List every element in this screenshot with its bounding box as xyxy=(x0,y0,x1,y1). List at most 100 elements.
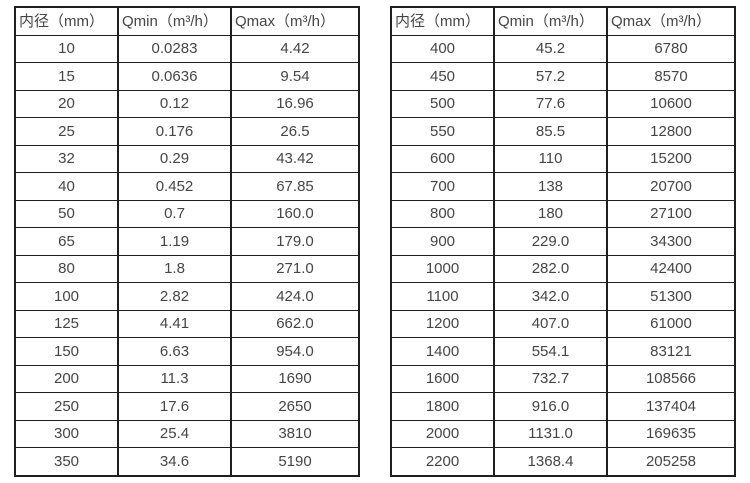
cell: 27100 xyxy=(606,199,736,228)
cell: 80 xyxy=(14,254,119,283)
table-body: 400 45.2 6780 450 57.2 8570 500 77.6 10600 550 85.… xyxy=(390,34,736,476)
header-row: 内径（mm） Qmin（m³/h） Qmax（m³/h） xyxy=(14,6,360,36)
cell: 26.5 xyxy=(230,117,360,146)
table-row: 600 110 15200 xyxy=(390,144,736,173)
cell: 4.41 xyxy=(117,309,232,338)
table-row: 800 180 27100 xyxy=(390,199,736,228)
table-row: 1800 916.0 137404 xyxy=(390,392,736,421)
column-header: Qmax（m³/h） xyxy=(606,6,736,36)
cell: 342.0 xyxy=(493,282,608,311)
table-row: 2200 1368.4 205258 xyxy=(390,447,736,476)
cell: 0.452 xyxy=(117,172,232,201)
cell: 67.85 xyxy=(230,172,360,201)
cell: 25 xyxy=(14,117,119,146)
column-header: Qmin（m³/h） xyxy=(493,6,608,36)
cell: 500 xyxy=(390,89,495,118)
cell: 108566 xyxy=(606,364,736,393)
cell: 11.3 xyxy=(117,364,232,393)
table-row: 40 0.452 67.85 xyxy=(14,172,360,201)
cell: 57.2 xyxy=(493,62,608,91)
cell: 1200 xyxy=(390,309,495,338)
table-body: 10 0.0283 4.42 15 0.0636 9.54 20 0.12 16.96 25 0.1… xyxy=(14,34,360,476)
cell: 34.6 xyxy=(117,447,232,476)
cell: 282.0 xyxy=(493,254,608,283)
table-row: 400 45.2 6780 xyxy=(390,34,736,63)
cell: 85.5 xyxy=(493,117,608,146)
cell: 1000 xyxy=(390,254,495,283)
cell: 5190 xyxy=(230,447,360,476)
cell: 65 xyxy=(14,227,119,256)
column-header: 内径（mm） xyxy=(14,6,119,36)
cell: 400 xyxy=(390,34,495,63)
cell: 6.63 xyxy=(117,337,232,366)
cell: 550 xyxy=(390,117,495,146)
cell: 43.42 xyxy=(230,144,360,173)
cell: 0.0636 xyxy=(117,62,232,91)
table-row: 65 1.19 179.0 xyxy=(14,227,360,256)
table-row: 50 0.7 160.0 xyxy=(14,199,360,228)
table-row: 1100 342.0 51300 xyxy=(390,282,736,311)
cell: 17.6 xyxy=(117,392,232,421)
cell: 16.96 xyxy=(230,89,360,118)
cell: 1600 xyxy=(390,364,495,393)
cell: 20700 xyxy=(606,172,736,201)
cell: 40 xyxy=(14,172,119,201)
cell: 1100 xyxy=(390,282,495,311)
cell: 450 xyxy=(390,62,495,91)
cell: 250 xyxy=(14,392,119,421)
cell: 6780 xyxy=(606,34,736,63)
table-row: 1400 554.1 83121 xyxy=(390,337,736,366)
cell: 0.176 xyxy=(117,117,232,146)
cell: 10 xyxy=(14,34,119,63)
cell: 271.0 xyxy=(230,254,360,283)
table-row: 25 0.176 26.5 xyxy=(14,117,360,146)
cell: 954.0 xyxy=(230,337,360,366)
cell: 1690 xyxy=(230,364,360,393)
cell: 662.0 xyxy=(230,309,360,338)
cell: 20 xyxy=(14,89,119,118)
cell: 4.42 xyxy=(230,34,360,63)
table-header: 内径（mm） Qmin（m³/h） Qmax（m³/h） xyxy=(390,6,736,36)
column-header: Qmin（m³/h） xyxy=(117,6,232,36)
cell: 8570 xyxy=(606,62,736,91)
cell: 169635 xyxy=(606,419,736,448)
cell: 0.0283 xyxy=(117,34,232,63)
cell: 0.7 xyxy=(117,199,232,228)
table-row: 1000 282.0 42400 xyxy=(390,254,736,283)
table-row: 550 85.5 12800 xyxy=(390,117,736,146)
cell: 200 xyxy=(14,364,119,393)
cell: 1.19 xyxy=(117,227,232,256)
cell: 229.0 xyxy=(493,227,608,256)
cell: 407.0 xyxy=(493,309,608,338)
cell: 2200 xyxy=(390,447,495,476)
cell: 138 xyxy=(493,172,608,201)
table-row: 500 77.6 10600 xyxy=(390,89,736,118)
cell: 424.0 xyxy=(230,282,360,311)
cell: 83121 xyxy=(606,337,736,366)
cell: 1400 xyxy=(390,337,495,366)
cell: 350 xyxy=(14,447,119,476)
table-row: 450 57.2 8570 xyxy=(390,62,736,91)
table-row: 125 4.41 662.0 xyxy=(14,309,360,338)
column-header: Qmax（m³/h） xyxy=(230,6,360,36)
cell: 2000 xyxy=(390,419,495,448)
table-row: 1200 407.0 61000 xyxy=(390,309,736,338)
cell: 61000 xyxy=(606,309,736,338)
cell: 10600 xyxy=(606,89,736,118)
cell: 100 xyxy=(14,282,119,311)
flow-rate-table-large-diameters: 内径（mm） Qmin（m³/h） Qmax（m³/h） 400 45.2 6780 45… xyxy=(390,6,736,477)
cell: 32 xyxy=(14,144,119,173)
table-row: 250 17.6 2650 xyxy=(14,392,360,421)
cell: 9.54 xyxy=(230,62,360,91)
cell: 125 xyxy=(14,309,119,338)
table-row: 1600 732.7 108566 xyxy=(390,364,736,393)
cell: 34300 xyxy=(606,227,736,256)
table-row: 900 229.0 34300 xyxy=(390,227,736,256)
table-row: 15 0.0636 9.54 xyxy=(14,62,360,91)
table-row: 300 25.4 3810 xyxy=(14,419,360,448)
cell: 300 xyxy=(14,419,119,448)
cell: 180 xyxy=(493,199,608,228)
cell: 42400 xyxy=(606,254,736,283)
cell: 15200 xyxy=(606,144,736,173)
cell: 1368.4 xyxy=(493,447,608,476)
